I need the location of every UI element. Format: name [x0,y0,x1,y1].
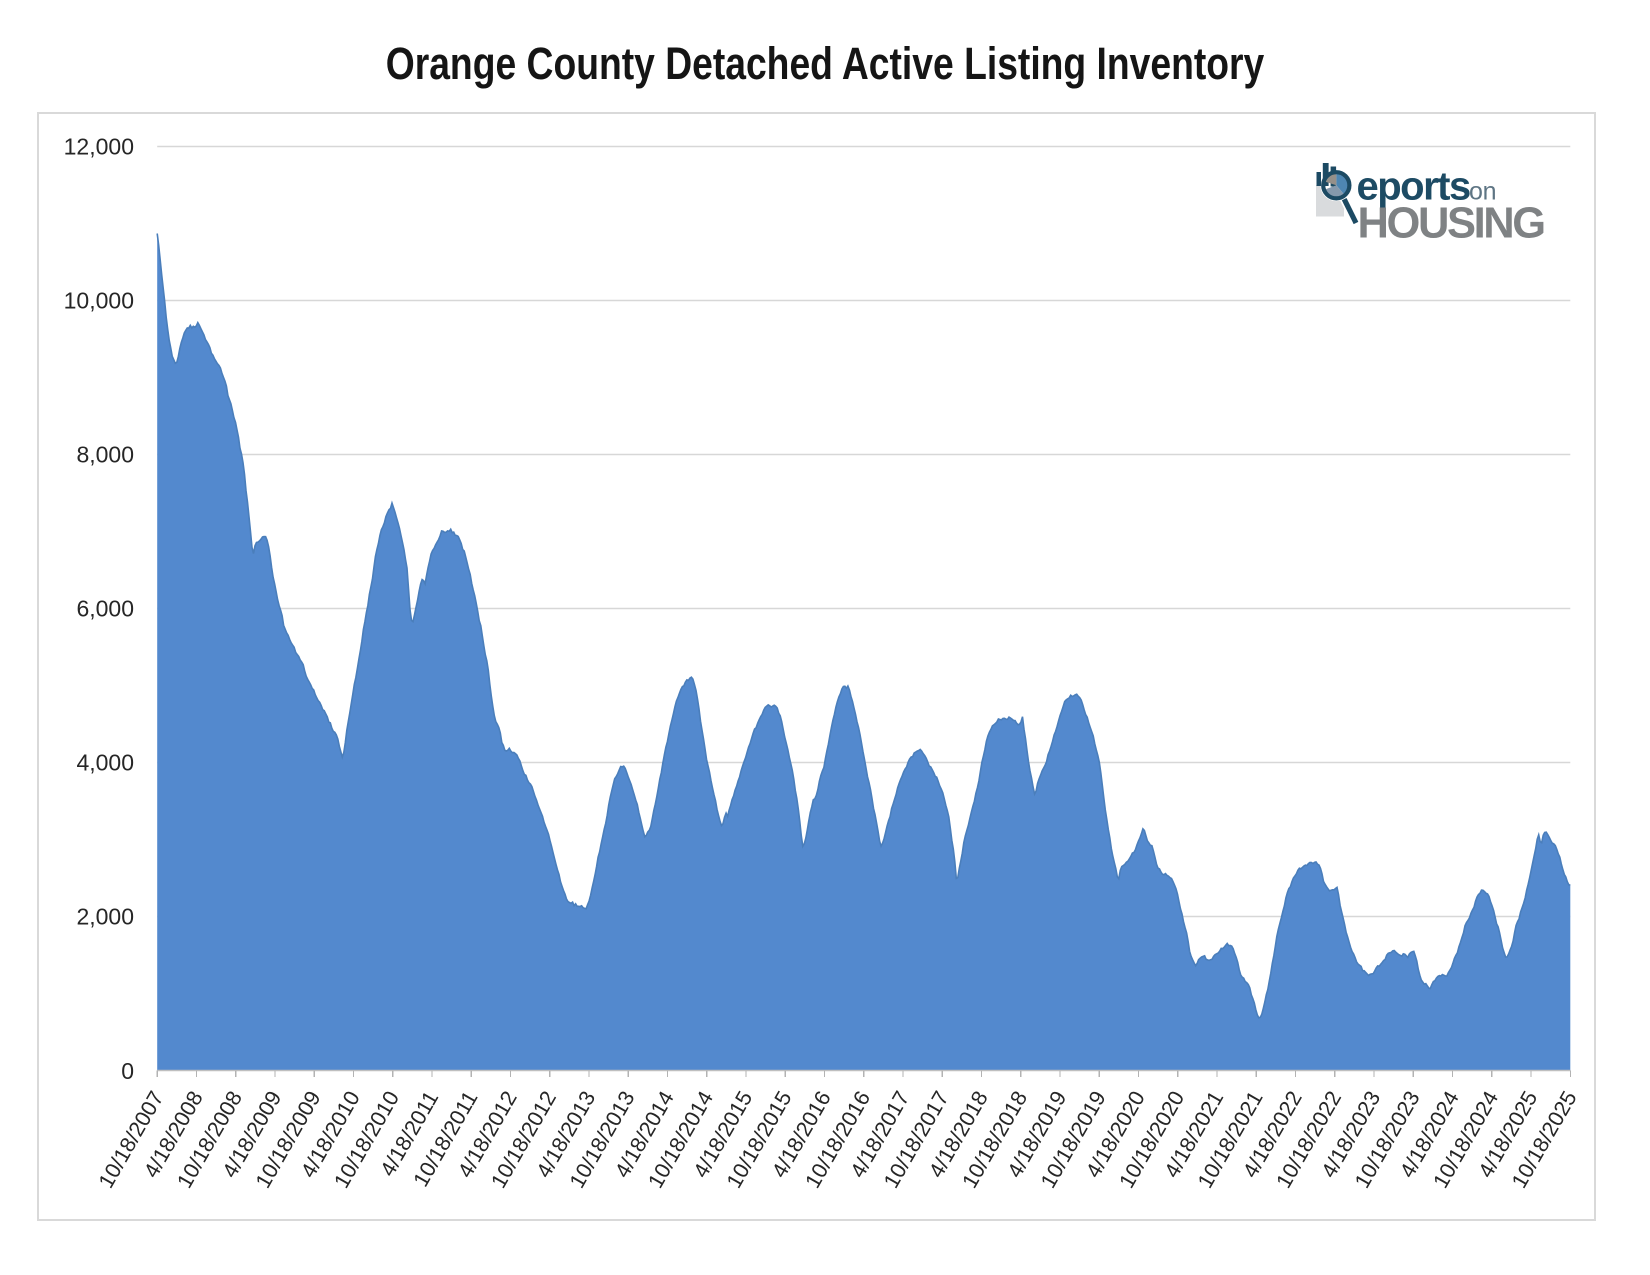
svg-text:eports: eports [1357,164,1471,208]
svg-text:on: on [1469,177,1496,205]
svg-text:HOUSING: HOUSING [1358,200,1545,248]
svg-text:12,000: 12,000 [64,134,134,160]
svg-text:0: 0 [121,1058,134,1084]
svg-text:10,000: 10,000 [64,288,134,314]
svg-text:6,000: 6,000 [76,596,134,622]
svg-text:2,000: 2,000 [76,904,134,930]
svg-text:8,000: 8,000 [76,442,134,468]
svg-text:4,000: 4,000 [76,750,134,776]
